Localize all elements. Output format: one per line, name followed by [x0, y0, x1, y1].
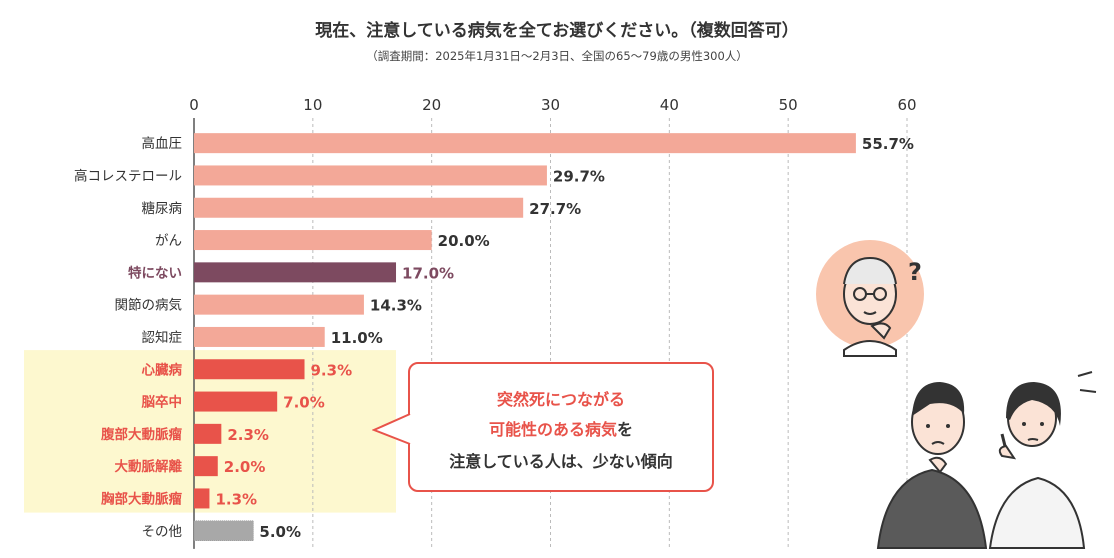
callout-pointer — [372, 413, 412, 445]
value-label-6: 11.0% — [331, 329, 383, 347]
bar-8 — [194, 391, 278, 412]
bar-2 — [194, 197, 524, 218]
bar-11 — [194, 488, 210, 509]
category-label-11: 胸部大動脈瘤 — [101, 490, 182, 507]
value-label-9: 2.3% — [227, 426, 269, 444]
value-label-8: 7.0% — [283, 394, 325, 412]
x-tick-label-10: 10 — [303, 96, 322, 114]
category-label-10: 大動脈解離 — [115, 458, 183, 475]
value-label-4: 17.0% — [402, 264, 454, 282]
callout-line-2-rest: を — [617, 420, 634, 439]
value-label-10: 2.0% — [224, 458, 266, 476]
bar-12 — [194, 520, 254, 541]
value-label-12: 5.0% — [259, 523, 301, 541]
category-label-0: 高血圧 — [142, 135, 183, 152]
callout-line-1: 突然死につながる — [496, 390, 625, 409]
category-label-8: 脳卒中 — [142, 394, 183, 411]
x-tick-label-60: 60 — [897, 96, 916, 114]
category-label-5: 関節の病気 — [115, 298, 183, 314]
callout-line-2: 可能性のある病気を — [410, 416, 712, 440]
callout-highlight: 可能性のある病気 — [488, 420, 617, 439]
bar-5 — [194, 294, 364, 315]
bar-3 — [194, 230, 432, 251]
category-label-9: 腹部大動脈瘤 — [101, 426, 182, 443]
x-tick-label-40: 40 — [660, 96, 679, 114]
value-label-11: 1.3% — [215, 490, 257, 508]
value-label-5: 14.3% — [370, 297, 422, 315]
category-label-12: その他 — [142, 524, 183, 540]
category-label-2: 糖尿病 — [142, 201, 183, 217]
x-tick-label-50: 50 — [779, 96, 798, 114]
bar-4 — [194, 262, 397, 283]
value-label-0: 55.7% — [862, 135, 914, 153]
bar-9 — [194, 423, 222, 444]
chart-title: 現在、注意している病気を全てお選びください。（複数回答可） — [315, 21, 799, 41]
category-label-3: がん — [155, 233, 182, 249]
elderly-man-question-illustration: ? — [816, 240, 924, 357]
bar-0 — [194, 133, 856, 154]
bar-6 — [194, 326, 325, 347]
svg-text:?: ? — [908, 258, 922, 286]
chart-subtitle: （調査期間：2025年1月31日〜2月3日、全国の65〜79歳の男性300人） — [366, 49, 748, 63]
thinking-couple-illustration — [876, 371, 1097, 549]
category-label-1: 高コレステロール — [74, 167, 182, 184]
bar-7 — [194, 359, 305, 380]
category-label-7: 心臓病 — [142, 361, 183, 378]
x-tick-label-30: 30 — [541, 96, 560, 114]
x-tick-label-0: 0 — [189, 96, 199, 114]
value-label-3: 20.0% — [438, 232, 490, 250]
bar-1 — [194, 165, 547, 186]
x-tick-label-20: 20 — [422, 96, 441, 114]
callout-box: 突然死につながる 可能性のある病気を 注意している人は、少ない傾向 — [408, 362, 714, 492]
value-label-7: 9.3% — [311, 361, 353, 379]
value-label-2: 27.7% — [529, 200, 581, 218]
bar-10 — [194, 456, 218, 477]
bar-texture-12 — [193, 520, 254, 541]
callout-line-3: 注意している人は、少ない傾向 — [449, 452, 673, 471]
category-label-4: 特にない — [128, 264, 182, 281]
category-label-6: 認知症 — [142, 329, 183, 346]
value-label-1: 29.7% — [553, 167, 605, 185]
